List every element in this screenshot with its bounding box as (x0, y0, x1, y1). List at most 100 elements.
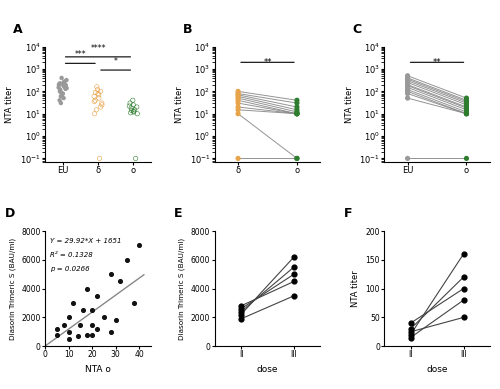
X-axis label: NTA o: NTA o (85, 365, 111, 374)
Point (78, 307, 86, 313)
Point (237, 308, 245, 315)
Point (404, 82, 411, 88)
Point (237, 306, 245, 312)
Point (96, 155, 104, 161)
Point (237, 312, 245, 318)
Text: A: A (13, 23, 23, 36)
Point (293, 107, 301, 113)
Point (129, 97, 137, 103)
Point (404, 86, 411, 93)
Point (94, 86, 102, 93)
Point (404, 77, 411, 84)
Point (62, 77, 70, 83)
Point (64, 336, 72, 342)
Point (98, 102, 106, 108)
Point (234, 92, 242, 98)
Point (234, 104, 242, 110)
Point (57, 89, 65, 96)
Point (92, 107, 100, 113)
Point (70, 300, 78, 306)
Text: *: * (114, 57, 117, 66)
Point (134, 110, 141, 117)
Point (130, 109, 138, 115)
Point (88, 331, 96, 338)
Point (404, 76, 411, 82)
Point (62, 85, 70, 91)
Point (290, 278, 298, 284)
Point (96, 104, 104, 110)
Point (130, 300, 138, 306)
Point (56, 97, 64, 103)
Point (290, 293, 298, 299)
Point (62, 86, 70, 92)
Point (460, 251, 468, 257)
Y-axis label: NTA titer: NTA titer (6, 86, 15, 123)
Point (55, 82, 63, 88)
Point (84, 286, 92, 292)
Point (460, 314, 468, 321)
Point (234, 100, 242, 106)
Point (462, 107, 470, 113)
Point (293, 110, 301, 117)
Point (130, 102, 138, 108)
X-axis label: dose: dose (426, 365, 448, 374)
Point (130, 108, 138, 114)
Point (462, 105, 470, 111)
Point (56, 88, 64, 95)
Point (126, 110, 134, 116)
Point (234, 90, 242, 96)
Point (293, 110, 301, 117)
Text: **: ** (433, 58, 442, 67)
Point (404, 155, 411, 161)
Point (406, 335, 414, 341)
Point (93, 84, 101, 90)
Point (126, 103, 134, 109)
Point (234, 93, 242, 100)
Point (60, 82, 68, 89)
Point (126, 100, 134, 106)
Point (404, 90, 411, 96)
Point (234, 88, 242, 95)
Point (406, 320, 414, 326)
Point (62, 82, 70, 88)
Point (290, 271, 298, 277)
Point (98, 100, 106, 106)
Point (57, 100, 65, 106)
Point (60, 95, 68, 101)
Point (293, 110, 301, 117)
Point (92, 89, 100, 96)
Point (84, 331, 92, 338)
Point (100, 314, 108, 321)
Text: ***: *** (74, 51, 86, 60)
Point (64, 314, 72, 321)
Point (64, 329, 72, 335)
Point (234, 155, 242, 161)
Point (290, 264, 298, 270)
Point (95, 92, 103, 98)
Point (88, 307, 96, 313)
Point (404, 73, 411, 79)
Point (107, 271, 115, 277)
Point (54, 84, 62, 91)
Text: B: B (182, 23, 192, 36)
Point (462, 109, 470, 115)
Y-axis label: Diasorin Trimeric S (BAU/ml): Diasorin Trimeric S (BAU/ml) (10, 238, 16, 340)
Point (237, 316, 245, 322)
Point (462, 104, 470, 110)
Point (128, 107, 136, 114)
Point (462, 98, 470, 105)
Point (93, 326, 101, 332)
Point (90, 110, 98, 117)
Point (293, 100, 301, 106)
Point (460, 274, 468, 280)
Point (404, 84, 411, 91)
Point (460, 297, 468, 303)
Point (406, 331, 414, 338)
Text: F: F (344, 207, 352, 220)
Point (88, 321, 96, 328)
Point (124, 257, 132, 263)
Y-axis label: NTA titer: NTA titer (344, 86, 354, 123)
Point (237, 303, 245, 309)
Y-axis label: NTA titer: NTA titer (175, 86, 184, 123)
Point (404, 75, 411, 81)
